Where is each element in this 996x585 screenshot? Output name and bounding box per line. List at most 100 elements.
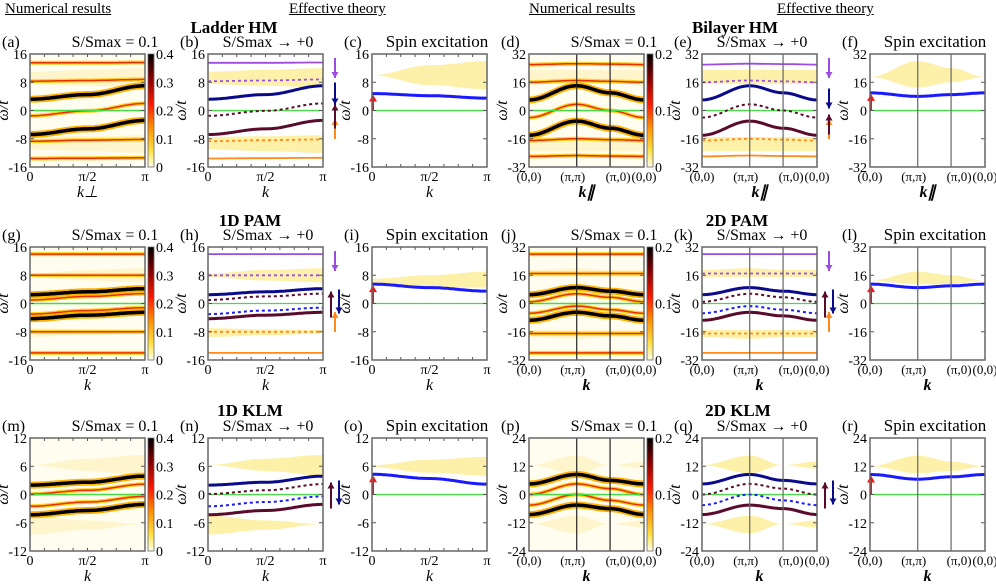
y-axis-label: ω/t xyxy=(0,293,12,314)
colorbar-tick-label: 0 xyxy=(156,354,163,369)
band-band-lo-maroon xyxy=(208,310,323,321)
main-band xyxy=(30,286,145,297)
continuum-upper xyxy=(208,268,323,283)
x-tick-label: 0 xyxy=(27,363,34,378)
plot-frame xyxy=(29,246,146,361)
y-tick-label: 16 xyxy=(355,48,369,63)
main-band xyxy=(30,502,145,517)
y-tick-label: -32 xyxy=(680,161,699,176)
x-tick-label: (0,0) xyxy=(517,362,542,377)
x-tick-label: (π,0) xyxy=(606,553,631,568)
x-tick-label: (π,0) xyxy=(606,362,631,377)
spin-continuum xyxy=(372,456,487,476)
panel-spin-excitation: (i) Spin excitation -16 -8 0 8 16 ω/t 0 π/2 π k xyxy=(337,225,491,394)
y-tick-label: -32 xyxy=(848,354,867,369)
x-axis-label: k xyxy=(426,568,434,585)
x-tick-label: (π,π) xyxy=(733,553,758,568)
y-tick-label: -16 xyxy=(186,161,205,176)
x-tick-label: (π,0) xyxy=(947,362,972,377)
x-tick-label: π/2 xyxy=(421,170,439,185)
y-tick-label: 24 xyxy=(512,432,526,447)
plot-frame xyxy=(29,437,146,552)
band-band-up-navy xyxy=(701,286,818,297)
panel-label: (b) xyxy=(180,34,199,51)
x-tick-label: π/2 xyxy=(257,363,275,378)
plot-frame xyxy=(528,437,645,552)
y-tick-label: 24 xyxy=(853,432,867,447)
panel-numerical: (j) S/Smax = 0.1 -32 -16 0 16 32 ω/t (0,0) (π,π) (… xyxy=(494,227,673,394)
header-numerical-right: Numerical results xyxy=(529,1,636,17)
x-tick-label: π/2 xyxy=(79,170,97,185)
y-tick-label: 0 xyxy=(519,489,526,504)
continuum-upper xyxy=(702,69,817,84)
x-axis-label: k xyxy=(924,377,932,394)
plot-frame xyxy=(528,53,645,168)
continuum-lower xyxy=(208,135,323,153)
plot-frame xyxy=(29,53,146,168)
panel-title: S/Smax → +0 xyxy=(717,418,808,435)
colorbar xyxy=(147,437,155,552)
band-band-dotted-navy xyxy=(702,305,817,315)
y-tick-label: 6 xyxy=(362,460,369,475)
y-tick-label: 0 xyxy=(20,105,27,120)
y-tick-label: 0 xyxy=(519,105,526,120)
y-axis-label: ω/t xyxy=(667,293,684,314)
x-tick-label: (0,0) xyxy=(632,169,657,184)
plot-frame xyxy=(869,246,986,361)
y-tick-label: 0 xyxy=(198,298,205,313)
panel-title: S/Smax = 0.1 xyxy=(72,418,159,435)
y-tick-label: -12 xyxy=(848,517,867,532)
panel-effective: (k) S/Smax → +0 -32 -16 0 16 32 ω/t (0,0) (π,π) (π… xyxy=(667,227,837,394)
continuum-lower xyxy=(208,515,323,535)
spin-down-arrow-navy-head xyxy=(829,498,837,505)
band-band-dotted-maroon xyxy=(702,482,817,496)
magnon-dispersion xyxy=(870,473,985,481)
panel-label: (k) xyxy=(674,227,693,244)
y-tick-label: -16 xyxy=(350,354,369,369)
y-tick-label: -6 xyxy=(193,517,205,532)
header-effective-right: Effective theory xyxy=(777,1,874,17)
header-numerical-left: Numerical results xyxy=(5,1,112,17)
y-axis-label: ω/t xyxy=(835,293,852,314)
x-tick-label: 0 xyxy=(369,363,376,378)
colorbar-tick-label: 0.1 xyxy=(156,326,174,341)
colorbar xyxy=(147,246,155,361)
excitation-arrow-head xyxy=(369,285,377,293)
x-tick-label: (π,0) xyxy=(779,169,804,184)
y-tick-label: 16 xyxy=(512,76,526,91)
x-axis-label: k∥ xyxy=(579,184,597,201)
y-tick-label: 0 xyxy=(362,298,369,313)
y-tick-label: 8 xyxy=(362,269,369,284)
y-tick-label: -8 xyxy=(357,326,369,341)
spin-continuum xyxy=(870,455,985,474)
colorbar-tick-label: 0.2 xyxy=(156,298,174,313)
colorbar-tick-label: 0.2 xyxy=(156,489,174,504)
main-band xyxy=(529,285,644,297)
panel-title: S/Smax → +0 xyxy=(223,34,314,51)
panel-numerical: (m) S/Smax = 0.1 -12 -6 0 6 12 ω/t 0 π/2 π k 0 0.1 0.2… xyxy=(0,418,174,585)
main-band xyxy=(30,474,145,487)
x-tick-label: (0,0) xyxy=(973,362,996,377)
magnon-dispersion xyxy=(870,282,985,290)
x-tick-label: π xyxy=(141,170,148,185)
y-tick-label: 16 xyxy=(355,241,369,256)
band-band-up-navy xyxy=(702,84,817,102)
y-axis-label: ω/t xyxy=(0,484,12,505)
band-band-dotted-maroon xyxy=(208,292,323,301)
y-tick-label: 16 xyxy=(13,241,27,256)
y-tick-label: 0 xyxy=(860,489,867,504)
y-tick-label: -16 xyxy=(848,133,867,148)
y-tick-label: 16 xyxy=(512,269,526,284)
x-tick-label: π xyxy=(483,170,490,185)
panel-title: S/Smax = 0.1 xyxy=(571,34,658,51)
y-tick-label: 12 xyxy=(853,460,867,475)
spin-continuum xyxy=(372,271,487,288)
y-tick-label: 0 xyxy=(20,298,27,313)
band-band-up-navy xyxy=(208,84,323,101)
y-axis-label: ω/t xyxy=(667,484,684,505)
x-tick-label: (0,0) xyxy=(858,553,883,568)
x-tick-label: π xyxy=(319,363,326,378)
y-tick-label: 0 xyxy=(198,105,205,120)
y-tick-label: 0 xyxy=(692,489,699,504)
magnon-dispersion xyxy=(372,472,487,486)
